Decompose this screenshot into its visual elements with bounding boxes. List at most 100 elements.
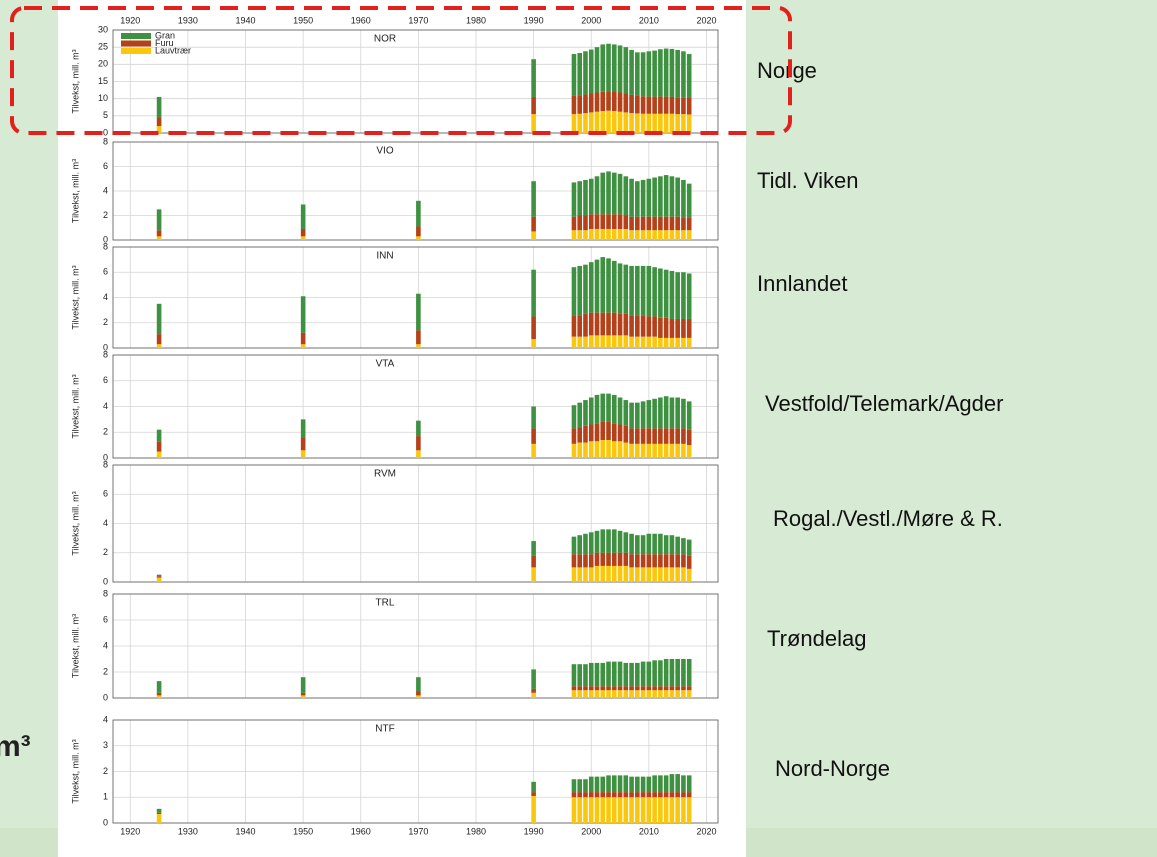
bar-segment	[635, 662, 640, 687]
bar-segment	[681, 51, 686, 98]
x-tick-label: 1970	[408, 826, 428, 836]
bar-segment	[588, 686, 594, 691]
bar-segment	[588, 262, 594, 313]
bar-segment	[635, 792, 640, 798]
bar-segment	[629, 315, 634, 337]
bar-segment	[640, 216, 646, 231]
region-label: Nord-Norge	[775, 756, 890, 781]
bar-segment	[623, 792, 629, 798]
bar-segment	[156, 692, 162, 696]
bar-segment	[646, 797, 652, 823]
y-tick-label: 4	[103, 714, 108, 724]
bar-segment	[640, 113, 646, 133]
bar-segment	[606, 797, 611, 823]
bar-segment	[600, 439, 606, 458]
bar-segment	[577, 797, 583, 823]
bar-segment	[156, 126, 162, 133]
y-tick-label: 2	[103, 766, 108, 776]
slide-text: m³	[0, 730, 31, 763]
bar-segment	[640, 179, 646, 217]
bar-segment	[658, 176, 663, 217]
bar-segment	[617, 797, 623, 823]
bar-segment	[663, 535, 669, 555]
bar-segment	[663, 48, 669, 97]
bar-segment	[658, 686, 663, 691]
bar-segment	[652, 230, 657, 240]
bar-segment	[681, 114, 686, 133]
bar-segment	[663, 686, 669, 691]
y-tick-label: 8	[103, 588, 108, 598]
bar-segment	[675, 337, 680, 348]
bar-segment	[669, 113, 675, 133]
bar-segment	[675, 318, 680, 338]
x-tick-label: 1980	[466, 15, 486, 25]
bar-segment	[686, 54, 692, 98]
bar-segment	[640, 265, 646, 316]
bar-segment	[300, 228, 306, 237]
y-tick-label: 2	[103, 547, 108, 557]
bar-segment	[531, 443, 536, 458]
bar-segment	[686, 230, 692, 240]
bar-segment	[640, 567, 646, 582]
bar-segment	[606, 171, 611, 215]
bar-segment	[600, 792, 606, 798]
bar-segment	[646, 533, 652, 555]
bar-segment	[686, 318, 692, 338]
bar-segment	[658, 443, 663, 458]
bar-segment	[663, 792, 669, 798]
bar-segment	[635, 776, 640, 793]
bar-segment	[623, 335, 629, 348]
bar-segment	[577, 53, 583, 96]
x-tick-label: 1930	[178, 826, 198, 836]
bar-segment	[623, 313, 629, 336]
bar-segment	[681, 775, 686, 793]
bar-segment	[583, 690, 588, 698]
bar-segment	[606, 43, 611, 92]
bar-segment	[600, 44, 606, 92]
y-tick-label: 0	[103, 452, 108, 462]
bar-segment	[629, 402, 634, 429]
bar-segment	[588, 792, 594, 798]
bar-segment	[675, 114, 680, 133]
bar-segment	[600, 335, 606, 348]
bar-segment	[646, 661, 652, 687]
bar-segment	[652, 792, 657, 798]
bar-segment	[623, 686, 629, 691]
bar-segment	[416, 691, 421, 696]
bar-segment	[681, 443, 686, 458]
x-tick-label: 1940	[236, 15, 256, 25]
bar-segment	[583, 664, 588, 687]
bar-segment	[577, 230, 583, 240]
bar-segment	[686, 97, 692, 115]
bar-segment	[583, 215, 588, 231]
bar-segment	[675, 774, 680, 793]
bar-segment	[416, 236, 421, 240]
bar-segment	[611, 661, 617, 687]
bar-segment	[577, 95, 583, 114]
legend-swatch	[121, 48, 151, 54]
bar-segment	[594, 776, 600, 793]
region-label: Rogal./Vestl./Møre & R.	[773, 506, 1003, 531]
bar-segment	[416, 695, 421, 698]
bar-segment	[156, 344, 162, 348]
y-tick-label: 6	[103, 375, 108, 385]
bar-segment	[594, 662, 600, 687]
bar-segment	[623, 215, 629, 229]
bar-segment	[588, 178, 594, 215]
bar-segment	[658, 554, 663, 568]
bar-segment	[531, 781, 536, 793]
bar-segment	[571, 686, 577, 691]
bar-segment	[652, 50, 657, 97]
bar-segment	[675, 177, 680, 217]
y-tick-label: 8	[103, 241, 108, 251]
bar-segment	[594, 394, 600, 424]
bar-segment	[416, 200, 421, 227]
x-tick-label: 1990	[524, 826, 544, 836]
y-axis-label: Tilvekst, mill. m³	[70, 374, 80, 438]
bar-segment	[623, 662, 629, 687]
bar-segment	[675, 797, 680, 823]
bar-segment	[658, 690, 663, 698]
bar-segment	[577, 779, 583, 793]
bar-segment	[623, 565, 629, 582]
